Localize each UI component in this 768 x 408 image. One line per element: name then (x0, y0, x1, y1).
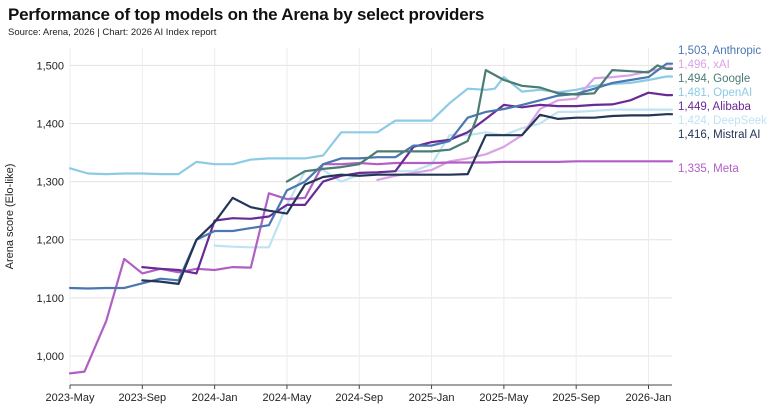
series-line-google (285, 64, 674, 183)
series-line-openai (68, 75, 674, 176)
x-tick-label: 2024-Jan (192, 392, 238, 404)
y-tick-label: 1,200 (36, 235, 64, 247)
x-tick-label: 2025-Sep (552, 392, 600, 404)
x-tick-label: 2023-Sep (118, 392, 166, 404)
x-tick-label: 2024-May (262, 392, 311, 404)
series-line-mistral-ai (141, 113, 674, 285)
end-label-google: 1,494, Google (678, 73, 750, 85)
y-tick-label: 1,400 (36, 119, 64, 131)
y-tick-label: 1,000 (36, 351, 64, 363)
x-tick-label: 2025-Jan (409, 392, 455, 404)
end-label-openai: 1,481, OpenAI (678, 87, 752, 99)
end-labels: 1,503, Anthropic 1,496, xAI 1,494, Google 1… (678, 45, 767, 175)
series-line-xai (376, 66, 674, 181)
axes: 1,000 1,100 1,200 1,300 1,400 1,500 2023-May 20… (4, 60, 672, 404)
x-tick-label: 2025-May (479, 392, 528, 404)
end-label-anthropic: 1,503, Anthropic (678, 45, 761, 57)
end-label-mistral-ai: 1,416, Mistral AI (678, 129, 760, 141)
y-tick-label: 1,300 (36, 177, 64, 189)
end-label-alibaba: 1,449, Alibaba (678, 101, 752, 113)
y-axis-label: Arena score (Elo-like) (4, 164, 16, 270)
chart-title: Performance of top models on the Arena b… (8, 5, 485, 24)
end-label-xai: 1,496, xAI (678, 59, 730, 71)
chart-source: Source: Arena, 2026 | Chart: 2026 AI Ind… (8, 27, 217, 38)
series-line-anthropic (68, 62, 674, 290)
x-tick-label: 2024-Sep (335, 392, 383, 404)
series-line-meta (68, 160, 674, 375)
y-tick-label: 1,500 (36, 60, 64, 72)
x-tick-label: 2026-Jan (626, 392, 672, 404)
series-line-deepseek (213, 108, 674, 249)
end-label-meta: 1,335, Meta (678, 163, 739, 175)
end-label-deepseek: 1,424, DeepSeek (678, 115, 767, 127)
y-tick-label: 1,100 (36, 293, 64, 305)
series-lines (68, 62, 674, 375)
x-tick-label: 2023-May (46, 392, 95, 404)
grid-lines (69, 48, 672, 385)
